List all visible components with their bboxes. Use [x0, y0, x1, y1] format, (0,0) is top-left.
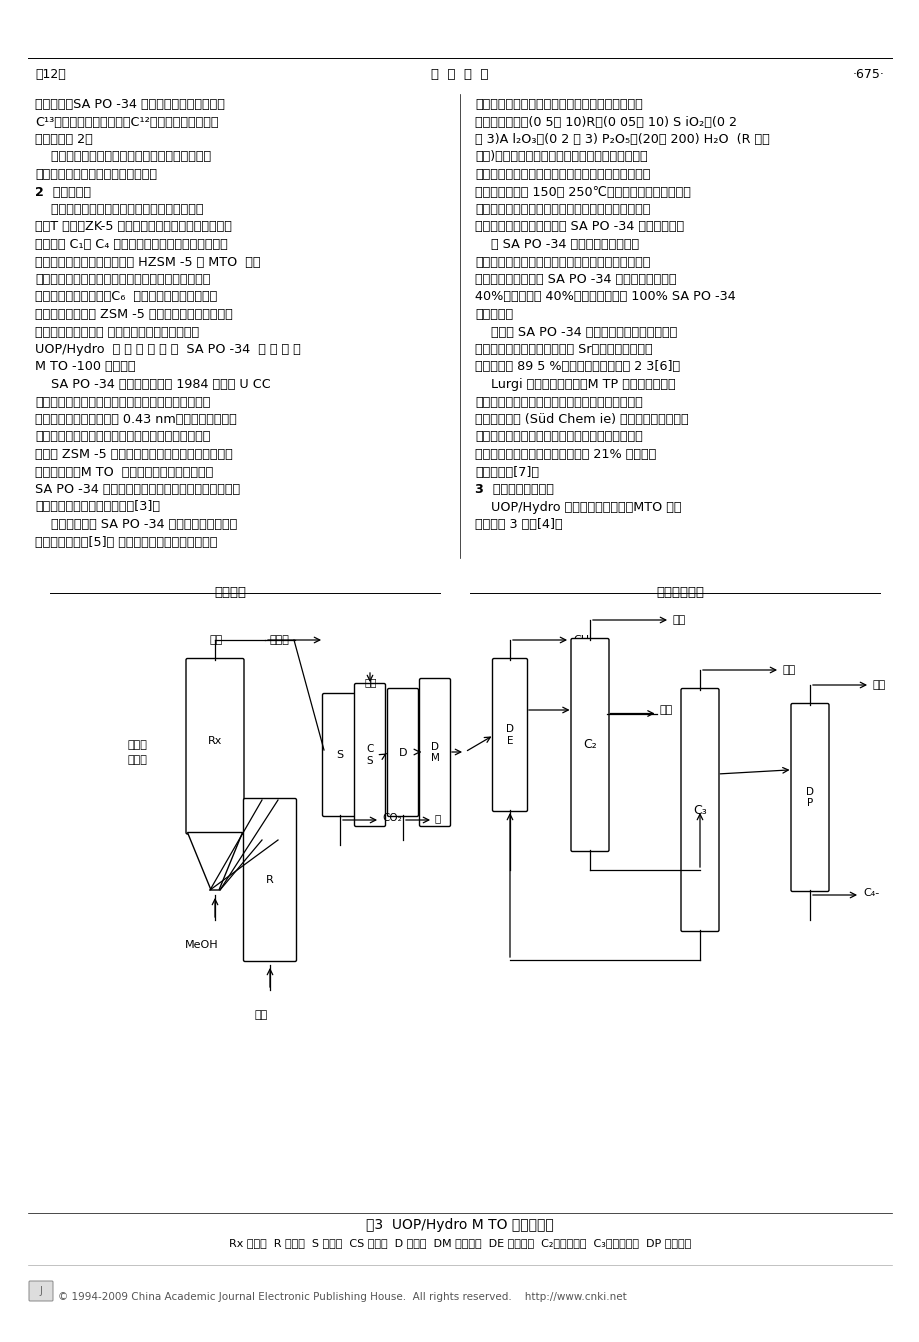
Text: SA PO -34 非沸石分子筛是 1984 年美国 U CC: SA PO -34 非沸石分子筛是 1984 年美国 U CC [35, 378, 270, 391]
Text: UOP/Hydro  公 司 开 发 的 以  SA PO -34  为 基 础 的: UOP/Hydro 公 司 开 发 的 以 SA PO -34 为 基 础 的 [35, 344, 301, 356]
Text: J: J [40, 1286, 42, 1296]
Text: 强择形的八元环通道可抑制芳烃的生成。另外，它的: 强择形的八元环通道可抑制芳烃的生成。另外，它的 [35, 431, 210, 443]
FancyBboxPatch shape [492, 659, 527, 812]
Text: R: R [266, 875, 274, 884]
Text: 分离，水洗并干燥，即得到 SA PO -34 分子筛原粉。: 分离，水洗并干燥，即得到 SA PO -34 分子筛原粉。 [474, 220, 684, 234]
Text: S: S [336, 750, 343, 760]
Text: 板剂)确定原料组成。在搔拌的同时，将计量原料按: 板剂)确定原料组成。在搔拌的同时，将计量原料按 [474, 150, 647, 164]
Text: 反应部分: 反应部分 [214, 586, 245, 599]
Text: 除上述机理外，也有的认为反应为自由基机理，: 除上述机理外，也有的认为反应为自由基机理， [35, 150, 210, 164]
Text: 剂很快就积炭。中孔沸石，如 HZSM -5 对 MTO  反应: 剂很快就积炭。中孔沸石，如 HZSM -5 对 MTO 反应 [35, 255, 260, 268]
Text: 孔径比 ZSM -5 小，但孔道密度大，可利用的比表面: 孔径比 ZSM -5 小，但孔道密度大，可利用的比表面 [35, 448, 233, 462]
Text: 鐵。按照关系式(0 5～ 10)R：(0 05～ 10) S iO₂：(0 2: 鐵。按照关系式(0 5～ 10)R：(0 05～ 10) S iO₂：(0 2 [474, 115, 736, 129]
Polygon shape [187, 832, 243, 890]
FancyBboxPatch shape [354, 683, 385, 827]
Text: Rx: Rx [208, 737, 222, 746]
Text: 产品: 产品 [210, 635, 223, 646]
Text: 选择性较差，而丙烯和C₆  芳烃收率较高。之后通过: 选择性较差，而丙烯和C₆ 芳烃收率较高。之后通过 [35, 290, 217, 303]
Text: 流化床: 流化床 [128, 739, 147, 750]
Text: 可就地再生[7]。: 可就地再生[7]。 [474, 466, 539, 479]
Text: C₃: C₃ [692, 804, 706, 816]
Text: 第12期: 第12期 [35, 68, 65, 81]
Text: 乙烷: 乙烷 [659, 706, 672, 715]
Text: D
M: D M [430, 742, 439, 764]
Text: 积多。所以，M TO  的反应速度又较快。再加上: 积多。所以，M TO 的反应速度又较快。再加上 [35, 466, 213, 479]
Text: 温晶化反应。晶化完全后，将固体产物经过滤或离心: 温晶化反应。晶化完全后，将固体产物经过滤或离心 [474, 203, 650, 216]
Text: 添加粘结剂和填充剂，并经喷雾干燥成型，在适当温: 添加粘结剂和填充剂，并经喷雾干燥成型，在适当温 [474, 255, 650, 268]
Text: 度下焙烧即可。通常 SA PO -34 在催化剂中含量为: 度下焙烧即可。通常 SA PO -34 在催化剂中含量为 [474, 272, 675, 286]
FancyBboxPatch shape [29, 1282, 53, 1300]
Text: 入简土金属实现的。例如引入 Sr，可使乙烯和丙烯: 入简土金属实现的。例如引入 Sr，可使乙烯和丙烯 [474, 344, 652, 356]
Text: 有三维交叉孔道，孔径为 0.43 nm，属立方晶系，其: 有三维交叉孔道，孔径为 0.43 nm，属立方晶系，其 [35, 413, 236, 425]
Text: D: D [398, 747, 407, 757]
Text: 乙烯: 乙烯 [673, 615, 686, 625]
Text: C₄-: C₄- [862, 888, 879, 898]
Text: 石、T 沸石、ZK-5 等。但研究表明这类小孔沸石虽然: 石、T 沸石、ZK-5 等。但研究表明这类小孔沸石虽然 [35, 220, 232, 234]
Text: 流程如图 3 所示[4]。: 流程如图 3 所示[4]。 [474, 518, 562, 531]
Text: 接近反应温度和压力下用氧含量达 21% 的氮气便: 接近反应温度和压力下用氧含量达 21% 的氮气便 [474, 448, 655, 462]
Text: 剂。并称该催化剂不但对丙烯具高选择性而且可在: 剂。并称该催化剂不但对丙烯具高选择性而且可在 [474, 431, 642, 443]
Text: 床连续反应再生操作十分重要[3]。: 床连续反应再生操作十分重要[3]。 [35, 501, 160, 514]
Text: 一定顺序混合，充分搔拌成凝胶，装入不锈钉高压釜: 一定顺序混合，充分搔拌成凝胶，装入不锈钉高压釜 [474, 168, 650, 181]
Text: 反应器: 反应器 [128, 756, 147, 765]
Text: 粉末相同。: 粉末相同。 [474, 309, 513, 321]
Text: 该机理是以SA PO -34 为催化剂，以甲醇进料的: 该机理是以SA PO -34 为催化剂，以甲醇进料的 [35, 98, 224, 111]
Text: 而二甲醚可能是一种甲基自由基源。: 而二甲醚可能是一种甲基自由基源。 [35, 168, 157, 181]
Text: 露其详细催化剂制备方法，但最新报道称是由德国: 露其详细催化剂制备方法，但最新报道称是由德国 [474, 396, 642, 408]
Text: ～ 3)A l₂O₃：(0 2 ～ 3) P₂O₅：(20～ 200) H₂O  (R 为模: ～ 3)A l₂O₃：(0 2 ～ 3) P₂O₅：(20～ 200) H₂O … [474, 133, 769, 146]
Text: 可用于甲醇制烯烃的催化制包括菱沸石、毛沸: 可用于甲醇制烯烃的催化制包括菱沸石、毛沸 [35, 203, 203, 216]
Text: 燃料气: 燃料气 [269, 635, 289, 646]
Text: 水: 水 [435, 813, 441, 823]
FancyBboxPatch shape [419, 679, 450, 827]
Text: C₂: C₂ [583, 738, 596, 752]
Text: SA PO -34 的良好热稳定性和水热稳定性，这对流化: SA PO -34 的良好热稳定性和水热稳定性，这对流化 [35, 483, 240, 497]
Text: D
P: D P [805, 786, 813, 808]
Text: 以 SA PO -34 原粉为活性基质，再: 以 SA PO -34 原粉为活性基质，再 [474, 238, 639, 251]
Text: 空气: 空气 [255, 1011, 268, 1020]
Text: Rx 反应器  R 再生器  S 分离器  CS 简洗塔  D 干燥器  DM 脱甲烷塔  DE 脱乙烷塔  C₂乙烯分离塔  C₃丙烯分离塔  DP 脱丙烷塔: Rx 反应器 R 再生器 S 分离器 CS 简洗塔 D 干燥器 DM 脱甲烷塔 … [229, 1239, 690, 1248]
Text: 丙烷: 丙烷 [872, 680, 885, 690]
Text: 其机理见图 2。: 其机理见图 2。 [35, 133, 93, 146]
Text: 图3  UOP/Hydro M TO 工艺流程图: 图3 UOP/Hydro M TO 工艺流程图 [366, 1219, 553, 1232]
Text: 有较大幅度的提高。 然而，取得突破性进展的是: 有较大幅度的提高。 然而，取得突破性进展的是 [35, 326, 199, 338]
FancyBboxPatch shape [680, 688, 719, 931]
Text: 2  催化剂制备: 2 催化剂制备 [35, 185, 91, 199]
Text: 胶、拟薄水铝石和过磷酸。模板剂为四乙基氢氧化: 胶、拟薄水铝石和过磷酸。模板剂为四乙基氢氧化 [474, 98, 642, 111]
Text: 使用金属杂原子对 ZSM -5 进行改性，使烯烃选择性: 使用金属杂原子对 ZSM -5 进行改性，使烯烃选择性 [35, 309, 233, 321]
Text: 产品回收部分: 产品回收部分 [655, 586, 703, 599]
Text: M TO -100 催化剂。: M TO -100 催化剂。 [35, 361, 135, 373]
Text: CO₂: CO₂ [381, 813, 402, 823]
FancyBboxPatch shape [186, 659, 244, 833]
Text: 主产物是 C₁～ C₄ 直锁烯烃，但受孔结构限制，催化: 主产物是 C₁～ C₄ 直锁烯烃，但受孔结构限制，催化 [35, 238, 228, 251]
Text: ·675·: ·675· [852, 68, 884, 81]
Text: 水热法直接合成[5]。 硅源、铝源和磷源分别为硅溶: 水热法直接合成[5]。 硅源、铝源和磷源分别为硅溶 [35, 535, 217, 549]
FancyBboxPatch shape [790, 703, 828, 891]
FancyBboxPatch shape [571, 639, 608, 852]
FancyBboxPatch shape [323, 694, 357, 816]
Text: 40%，高岭土为 40%，其反应结果与 100% SA PO -34: 40%，高岭土为 40%，其反应结果与 100% SA PO -34 [474, 290, 735, 303]
Text: 总收率可达 89 5 %，乙烯与丙烯比高达 2 3[6]。: 总收率可达 89 5 %，乙烯与丙烯比高达 2 3[6]。 [474, 361, 679, 373]
Text: UOP/Hydro 两公司开发的流化庍MTO 工艺: UOP/Hydro 两公司开发的流化庍MTO 工艺 [474, 501, 681, 514]
Text: Lurgi 公司开发的固定床M TP 工艺，虽没有披: Lurgi 公司开发的固定床M TP 工艺，虽没有披 [474, 378, 675, 391]
Text: MeOH: MeOH [185, 939, 219, 950]
Text: C
S: C S [366, 745, 373, 766]
Text: 化  学  世  界: 化 学 世 界 [431, 68, 488, 81]
Text: CH₄: CH₄ [573, 635, 593, 646]
Text: 研制的一种结晶磷硅铝酸盐，其结构类似菱沸石，具: 研制的一种结晶磷硅铝酸盐，其结构类似菱沸石，具 [35, 396, 210, 408]
Text: 中，封闭加热到 150～ 250℃，在自身压力下，进行恒: 中，封闭加热到 150～ 250℃，在自身压力下，进行恒 [474, 185, 690, 199]
Text: C¹³标记和来自乙醇的乙烯C¹²标记跟踪而提出的，: C¹³标记和来自乙醇的乙烯C¹²标记跟踪而提出的， [35, 115, 219, 129]
Text: 3  代表性的工艺流程: 3 代表性的工艺流程 [474, 483, 553, 497]
Text: 南方化学公司 (Süd Chem ie) 提供的专用沸石催化: 南方化学公司 (Süd Chem ie) 提供的专用沸石催化 [474, 413, 688, 425]
Text: © 1994-2009 China Academic Journal Electronic Publishing House.  All rights rese: © 1994-2009 China Academic Journal Elect… [58, 1292, 626, 1302]
Text: 有较高活性，且失活速率明显低于小孔沸石，但乙烯: 有较高活性，且失活速率明显低于小孔沸石，但乙烯 [35, 272, 210, 286]
FancyBboxPatch shape [387, 688, 418, 816]
Text: 专利中披露的 SA PO -34 详细配制过程是采用: 专利中披露的 SA PO -34 详细配制过程是采用 [35, 518, 237, 531]
Text: 丙烯: 丙烯 [782, 666, 795, 675]
FancyBboxPatch shape [244, 798, 296, 961]
Text: 近年来 SA PO -34 催化剂的改性主要是通过引: 近年来 SA PO -34 催化剂的改性主要是通过引 [474, 326, 676, 338]
Text: D
E: D E [505, 725, 514, 746]
Text: 碱液: 碱液 [365, 676, 377, 687]
